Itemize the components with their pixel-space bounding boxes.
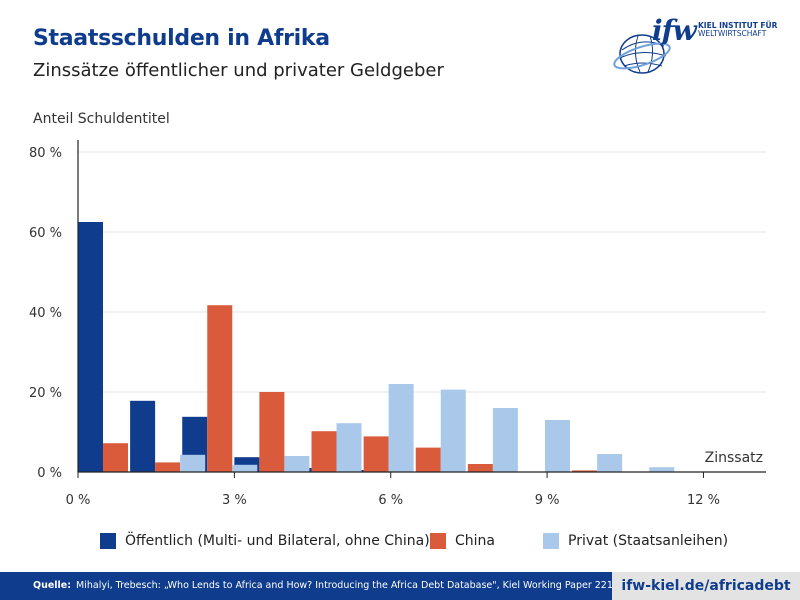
globe-icon — [613, 34, 671, 74]
bar-private — [440, 389, 466, 472]
bar-private — [180, 454, 206, 472]
source-label: Quelle: — [33, 580, 72, 591]
y-tick-label: 40 % — [29, 306, 62, 321]
bar-private — [336, 423, 362, 472]
bar-china — [207, 305, 233, 472]
legend-item-china: China — [430, 530, 495, 552]
legend-swatch-china — [430, 533, 446, 549]
bar-private — [284, 456, 310, 472]
chart-title: Staatsschulden in Afrika — [33, 26, 330, 51]
x-tick-label: 0 % — [66, 493, 91, 508]
bar-private — [388, 384, 414, 472]
legend: Öffentlich (Multi- und Bilateral, ohne C… — [0, 530, 800, 552]
source-note: Quelle: Mihalyi, Trebesch: „Who Lends to … — [0, 572, 612, 600]
bar-chart: 0 % 20 % 40 % 60 % 80 % 0 % 3 % 6 % 9 % 12 % Zinss… — [29, 140, 766, 508]
x-tick-label: 6 % — [378, 493, 403, 508]
x-tick-label: 12 % — [687, 493, 720, 508]
footer-link[interactable]: ifw-kiel.de/africadebt — [612, 572, 800, 600]
bar-public — [130, 400, 156, 472]
logo-line-2: WELTWIRTSCHAFT — [698, 29, 767, 38]
bar-private — [597, 454, 623, 472]
source-text: Mihalyi, Trebesch: „Who Lends to Africa … — [76, 580, 612, 591]
y-axis-label: Anteil Schuldentitel — [33, 111, 170, 127]
logo-line-1: KIEL INSTITUT FÜR — [698, 21, 778, 30]
logo-mark: ifw — [652, 14, 697, 47]
y-tick-label: 20 % — [29, 386, 62, 401]
chart-subtitle: Zinssätze öffentlicher und privater Geld… — [33, 60, 444, 81]
bar-private — [492, 408, 518, 472]
y-tick-label: 80 % — [29, 146, 62, 161]
footer: Quelle: Mihalyi, Trebesch: „Who Lends to … — [0, 572, 800, 600]
legend-item-private: Privat (Staatsanleihen) — [543, 530, 728, 552]
bar-private — [232, 464, 258, 472]
legend-swatch-private — [543, 533, 559, 549]
bar-china — [311, 431, 337, 472]
y-tick-label: 60 % — [29, 226, 62, 241]
bar-private — [545, 420, 571, 472]
bar-private — [649, 467, 675, 472]
bar-china — [103, 443, 129, 472]
bar-public — [78, 222, 103, 472]
bar-china — [572, 470, 598, 472]
legend-label-public: Öffentlich (Multi- und Bilateral, ohne C… — [125, 533, 430, 549]
bar-china — [363, 436, 389, 472]
x-axis-label: Zinssatz — [705, 450, 763, 466]
x-tick-label: 9 % — [535, 493, 560, 508]
legend-swatch-public — [100, 533, 116, 549]
logo-text: KIEL INSTITUT FÜR WELTWIRTSCHAFT — [698, 22, 777, 38]
bar-china — [259, 392, 285, 472]
bar-china — [467, 464, 493, 472]
bar-china — [155, 462, 181, 472]
x-tick-label: 3 % — [222, 493, 247, 508]
legend-item-public: Öffentlich (Multi- und Bilateral, ohne C… — [100, 530, 430, 552]
legend-label-china: China — [455, 533, 495, 549]
bar-china — [415, 447, 441, 472]
y-tick-label: 0 % — [37, 466, 62, 481]
ifw-logo[interactable]: ifw KIEL INSTITUT FÜR WELTWIRTSCHAFT — [612, 14, 782, 80]
legend-label-private: Privat (Staatsanleihen) — [568, 533, 729, 549]
